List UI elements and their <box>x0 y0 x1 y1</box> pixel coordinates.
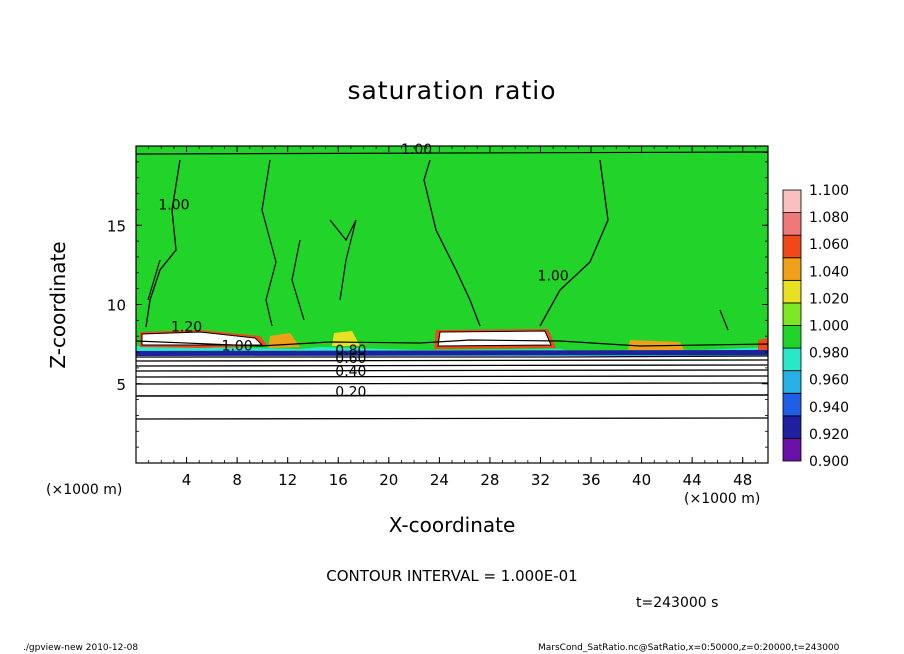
colorbar-label: 0.920 <box>809 427 849 443</box>
contour-label: 1.00 <box>401 142 432 158</box>
field-dark-band <box>136 350 768 356</box>
contour-1.00-center <box>423 159 481 327</box>
field-lower-white <box>136 354 768 463</box>
contour-0.50 <box>136 369 768 372</box>
x-axis-unit-left: (×1000 m) <box>46 482 123 498</box>
x-tick-label: 32 <box>531 471 550 489</box>
colorbar-swatch <box>782 212 802 236</box>
x-tick-label: 28 <box>480 471 499 489</box>
colorbar-swatch <box>782 415 802 439</box>
x-tick-label: 48 <box>733 471 752 489</box>
x-tick-label: 36 <box>581 471 600 489</box>
colorbar-label: 1.040 <box>809 264 849 280</box>
colorbar-swatch <box>782 438 802 462</box>
contour-label: 0.40 <box>335 364 366 380</box>
colorbar-swatch <box>782 189 802 213</box>
x-tick-label: 24 <box>430 471 449 489</box>
contour-label: 0.80 <box>335 343 366 359</box>
y-tick-label: 10 <box>107 297 126 315</box>
colorbar-swatch <box>782 392 802 417</box>
contour-0.30 <box>136 382 768 385</box>
contour-label: 1.20 <box>171 319 202 335</box>
colorbar-label: 0.900 <box>809 454 849 470</box>
colorbar-swatch <box>782 325 802 349</box>
contour-0.20 <box>136 394 768 397</box>
x-axis-label: X-coordinate <box>388 513 516 537</box>
contour-1.00-top <box>136 151 768 155</box>
colorbar-label: 0.960 <box>809 373 849 389</box>
supersat-patch-right <box>628 340 684 350</box>
colorbar: 0.900 0.920 0.940 0.960 0.980 1.000 1.020 1.040… <box>782 183 849 470</box>
colorbar-label: 1.100 <box>809 183 849 199</box>
contour-0.60 <box>136 364 768 367</box>
contour-0.10 <box>136 417 768 420</box>
contour-label: 1.00 <box>222 338 253 354</box>
footer-left: ./gpview-new 2010-12-08 <box>23 643 139 653</box>
supersat-core-center <box>437 330 552 347</box>
y-tick-label: 5 <box>116 376 126 394</box>
contour-1.00-right <box>539 159 609 327</box>
colorbar-label: 1.000 <box>809 319 849 335</box>
contour-0.70 <box>136 359 768 362</box>
x-tick-label: 4 <box>182 471 192 489</box>
colorbar-label: 1.020 <box>809 291 849 307</box>
colorbar-label: 0.940 <box>809 400 849 416</box>
x-axis-unit-right: (×1000 m) <box>684 491 761 507</box>
chart-title: saturation ratio <box>347 76 557 105</box>
x-tick-label: 20 <box>379 471 398 489</box>
contour-interval-text: CONTOUR INTERVAL = 1.000E-01 <box>326 567 578 585</box>
contour-0.40 <box>136 375 768 378</box>
x-tick-label: 16 <box>329 471 348 489</box>
colorbar-swatch <box>782 234 802 259</box>
x-tick-label: 40 <box>632 471 651 489</box>
y-tick-label: 15 <box>107 217 126 235</box>
contour-label: 0.60 <box>335 351 366 367</box>
contour-label: 1.00 <box>158 197 189 213</box>
x-tick-label: 8 <box>232 471 242 489</box>
contour-1.00-left <box>145 159 181 328</box>
colorbar-label: 1.080 <box>809 210 849 226</box>
x-tick-label: 12 <box>278 471 297 489</box>
contour-0.80 <box>136 355 768 358</box>
colorbar-swatch <box>782 279 802 304</box>
contour-label: 1.00 <box>538 269 569 285</box>
time-stamp: t=243000 s <box>636 595 719 611</box>
x-tick-label: 44 <box>683 471 702 489</box>
supersat-core-left <box>141 331 264 346</box>
colorbar-label: 0.980 <box>809 346 849 362</box>
saturation-field <box>136 146 768 463</box>
colorbar-swatch <box>782 302 802 326</box>
contour-label: 0.20 <box>335 384 366 400</box>
y-axis: 5 10 15 <box>107 161 768 448</box>
y-axis-label: Z-coordinate <box>46 241 70 369</box>
contour-cells <box>147 159 729 331</box>
colorbar-swatch <box>782 257 802 281</box>
contour-1.00-lower <box>136 339 768 347</box>
colorbar-label: 1.060 <box>809 237 849 253</box>
footer-right: MarsCond_SatRatio.nc@SatRatio,x=0:50000,… <box>538 643 840 653</box>
colorbar-swatch <box>782 347 802 372</box>
x-axis: 4 8 12 16 20 24 28 32 36 40 44 48 <box>148 146 756 489</box>
colorbar-swatch <box>782 370 802 394</box>
